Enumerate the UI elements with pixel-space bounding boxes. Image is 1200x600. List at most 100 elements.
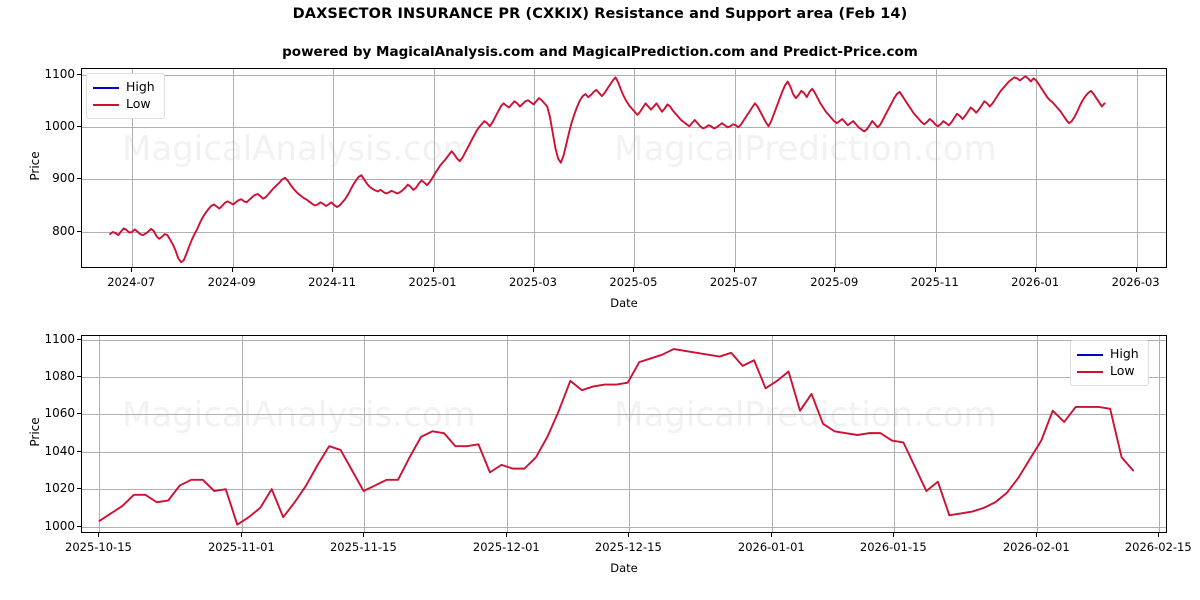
y-axis-title: Price	[28, 417, 42, 447]
gridline-horizontal	[82, 231, 1166, 233]
x-axis-tick	[98, 533, 100, 537]
x-axis-tick	[733, 268, 735, 272]
x-axis-label: 2024-07	[107, 275, 156, 289]
x-axis-label: 2025-01	[408, 275, 457, 289]
legend-label-high: High	[126, 79, 155, 95]
x-axis-title: Date	[610, 561, 638, 575]
gridline-vertical	[1159, 336, 1161, 532]
y-axis-label: 1100	[44, 331, 75, 346]
gridline-horizontal	[82, 451, 1166, 453]
y-axis-label: 1000	[44, 119, 75, 134]
x-axis-label: 2025-09	[810, 275, 859, 289]
y-axis-label: 1060	[44, 406, 75, 421]
x-axis-label: 2026-01-15	[859, 540, 927, 554]
legend-item-high[interactable]: High	[93, 79, 155, 96]
gridline-vertical	[232, 69, 234, 267]
gridline-vertical	[364, 336, 366, 532]
y-axis-label: 1020	[44, 481, 75, 496]
x-axis-tick	[893, 533, 895, 537]
y-axis-label: 1040	[44, 443, 75, 458]
legend-label-high: High	[1110, 346, 1139, 362]
x-axis-label: 2025-03	[508, 275, 557, 289]
chart-legend[interactable]: High Low	[86, 73, 165, 119]
x-axis-label: 2025-11-15	[329, 540, 397, 554]
gridline-horizontal	[82, 377, 1166, 379]
gridline-vertical	[634, 69, 636, 267]
page-title: DAXSECTOR INSURANCE PR (CXKIX) Resistanc…	[292, 6, 908, 22]
y-axis-label: 900	[52, 171, 75, 186]
gridline-horizontal	[82, 339, 1166, 341]
y-axis-tick	[77, 376, 81, 378]
gridline-vertical	[533, 69, 535, 267]
y-axis-tick	[77, 126, 81, 128]
gridline-vertical	[835, 69, 837, 267]
y-axis-tick	[77, 230, 81, 232]
x-axis-label: 2026-02-01	[1002, 540, 1070, 554]
legend-item-high[interactable]: High	[1077, 346, 1139, 363]
x-axis-tick	[506, 533, 508, 537]
y-axis-label: 1000	[44, 518, 75, 533]
x-axis-tick	[1135, 268, 1137, 272]
legend-label-low: Low	[1110, 363, 1135, 379]
x-axis-label: 2025-12-15	[594, 540, 662, 554]
x-axis-title: Date	[610, 296, 638, 310]
x-axis-tick	[771, 533, 773, 537]
x-axis-label: 2024-09	[207, 275, 256, 289]
x-axis-label: 2026-01-01	[737, 540, 805, 554]
x-axis-tick	[231, 268, 233, 272]
x-axis-tick	[241, 533, 243, 537]
gridline-vertical	[99, 336, 101, 532]
x-axis-tick	[1035, 268, 1037, 272]
y-axis-tick	[77, 74, 81, 76]
page-subtitle: powered by MagicalAnalysis.com and Magic…	[282, 44, 918, 60]
gridline-vertical	[333, 69, 335, 267]
x-axis-label: 2026-03	[1111, 275, 1160, 289]
gridline-horizontal	[82, 127, 1166, 129]
gridline-vertical	[507, 336, 509, 532]
x-axis-tick	[363, 533, 365, 537]
gridline-vertical	[772, 336, 774, 532]
x-axis-tick	[332, 268, 334, 272]
series-layer	[98, 348, 1135, 526]
y-axis-tick	[77, 338, 81, 340]
y-axis-label: 1080	[44, 369, 75, 384]
x-axis-label: 2025-11-01	[207, 540, 275, 554]
gridline-vertical	[734, 69, 736, 267]
gridline-horizontal	[82, 414, 1166, 416]
gridline-vertical	[935, 69, 937, 267]
legend-swatch-high	[93, 86, 119, 89]
legend-swatch-low	[1077, 370, 1103, 373]
x-axis-tick	[934, 268, 936, 272]
series-line-low	[109, 75, 1106, 264]
chart-legend[interactable]: High Low	[1070, 340, 1149, 386]
legend-label-low: Low	[126, 96, 151, 112]
x-axis-label: 2024-11	[308, 275, 357, 289]
x-axis-label: 2025-11	[910, 275, 959, 289]
y-axis-tick	[77, 488, 81, 490]
gridline-vertical	[1036, 69, 1038, 267]
x-axis-label: 2025-12-01	[472, 540, 540, 554]
y-axis-tick	[77, 525, 81, 527]
top-plot-area: MagicalAnalysis.com MagicalPrediction.com	[81, 68, 1167, 268]
bottom-plot-area: MagicalAnalysis.com MagicalPrediction.com	[81, 335, 1167, 533]
x-axis-label: 2025-07	[709, 275, 758, 289]
y-axis-title: Price	[28, 151, 42, 181]
gridline-vertical	[132, 69, 134, 267]
x-axis-tick	[432, 268, 434, 272]
x-axis-label: 2026-01	[1011, 275, 1060, 289]
x-axis-tick	[633, 268, 635, 272]
gridline-horizontal	[82, 489, 1166, 491]
x-axis-label: 2026-02-15	[1124, 540, 1192, 554]
series-layer	[109, 75, 1106, 264]
y-axis-tick	[77, 413, 81, 415]
x-axis-tick	[1036, 533, 1038, 537]
legend-item-low[interactable]: Low	[1077, 363, 1139, 380]
gridline-vertical	[242, 336, 244, 532]
gridline-vertical	[433, 69, 435, 267]
legend-swatch-high	[1077, 353, 1103, 356]
y-axis-label: 800	[52, 223, 75, 238]
x-axis-label: 2025-10-15	[65, 540, 132, 554]
x-axis-tick	[131, 268, 133, 272]
legend-item-low[interactable]: Low	[93, 96, 155, 113]
